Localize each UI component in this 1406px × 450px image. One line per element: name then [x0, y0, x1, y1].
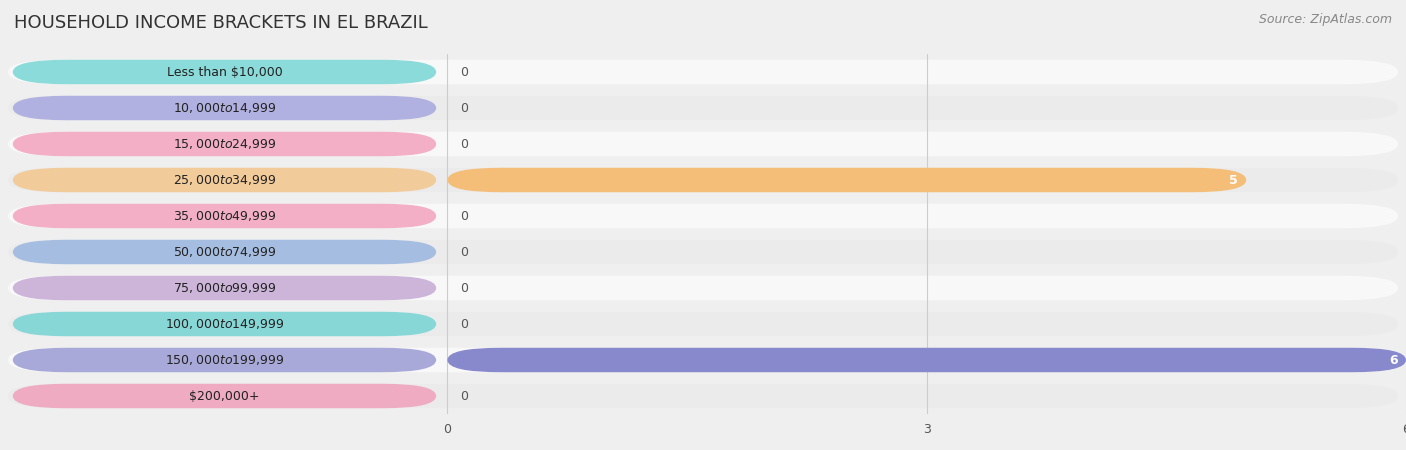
FancyBboxPatch shape	[8, 348, 1398, 372]
FancyBboxPatch shape	[447, 168, 1246, 192]
Text: Source: ZipAtlas.com: Source: ZipAtlas.com	[1258, 14, 1392, 27]
Text: 0: 0	[460, 282, 468, 294]
Text: $50,000 to $74,999: $50,000 to $74,999	[173, 245, 276, 259]
FancyBboxPatch shape	[13, 96, 436, 120]
FancyBboxPatch shape	[13, 204, 436, 228]
Text: HOUSEHOLD INCOME BRACKETS IN EL BRAZIL: HOUSEHOLD INCOME BRACKETS IN EL BRAZIL	[14, 14, 427, 32]
FancyBboxPatch shape	[13, 276, 436, 300]
FancyBboxPatch shape	[13, 348, 436, 372]
FancyBboxPatch shape	[8, 132, 1398, 156]
Text: 0: 0	[460, 390, 468, 402]
FancyBboxPatch shape	[8, 384, 1398, 408]
Text: $200,000+: $200,000+	[190, 390, 260, 402]
FancyBboxPatch shape	[13, 132, 436, 156]
Text: $75,000 to $99,999: $75,000 to $99,999	[173, 281, 276, 295]
Text: $100,000 to $149,999: $100,000 to $149,999	[165, 317, 284, 331]
FancyBboxPatch shape	[8, 168, 1398, 192]
FancyBboxPatch shape	[13, 60, 436, 84]
Text: 0: 0	[460, 66, 468, 78]
Text: 6: 6	[1389, 354, 1398, 366]
Text: 0: 0	[460, 246, 468, 258]
Text: 0: 0	[460, 210, 468, 222]
FancyBboxPatch shape	[13, 312, 436, 336]
FancyBboxPatch shape	[8, 204, 1398, 228]
FancyBboxPatch shape	[13, 240, 436, 264]
Text: $150,000 to $199,999: $150,000 to $199,999	[165, 353, 284, 367]
Text: $25,000 to $34,999: $25,000 to $34,999	[173, 173, 276, 187]
Text: 0: 0	[460, 102, 468, 114]
FancyBboxPatch shape	[13, 384, 436, 408]
Text: 0: 0	[460, 138, 468, 150]
Text: $35,000 to $49,999: $35,000 to $49,999	[173, 209, 276, 223]
FancyBboxPatch shape	[13, 168, 436, 192]
FancyBboxPatch shape	[8, 240, 1398, 264]
FancyBboxPatch shape	[8, 96, 1398, 120]
FancyBboxPatch shape	[8, 276, 1398, 300]
FancyBboxPatch shape	[8, 312, 1398, 336]
FancyBboxPatch shape	[8, 60, 1398, 84]
Text: 0: 0	[460, 318, 468, 330]
Text: Less than $10,000: Less than $10,000	[166, 66, 283, 78]
Text: 5: 5	[1229, 174, 1239, 186]
FancyBboxPatch shape	[447, 348, 1406, 372]
Text: $10,000 to $14,999: $10,000 to $14,999	[173, 101, 276, 115]
Text: $15,000 to $24,999: $15,000 to $24,999	[173, 137, 276, 151]
